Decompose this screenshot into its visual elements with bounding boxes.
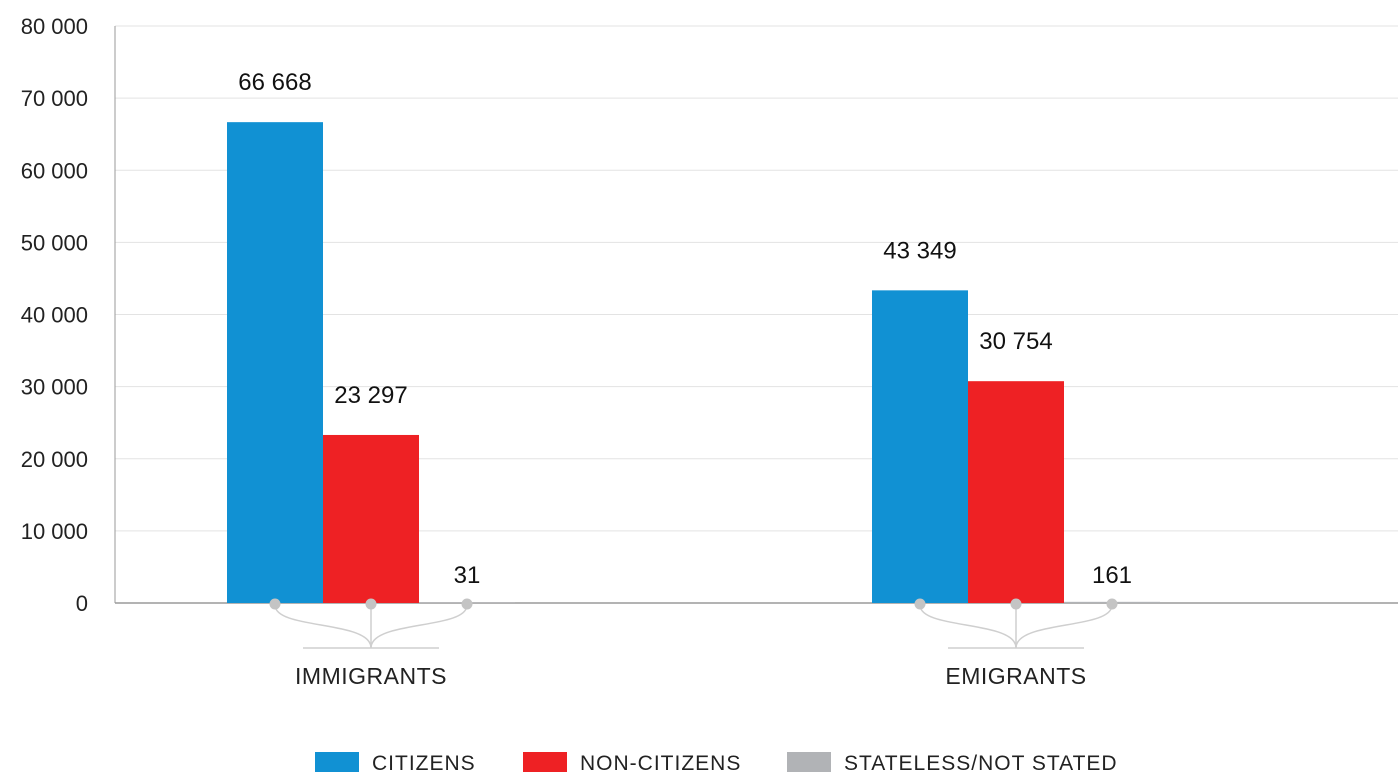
bar-emigrants-1 bbox=[968, 381, 1064, 603]
y-tick-label: 70 000 bbox=[21, 86, 88, 111]
brace-right bbox=[1015, 604, 1113, 649]
data-label: 66 668 bbox=[238, 69, 311, 96]
legend-swatch bbox=[523, 752, 567, 772]
category-label: IMMIGRANTS bbox=[295, 663, 447, 689]
category-label: EMIGRANTS bbox=[945, 663, 1086, 689]
y-tick-label: 0 bbox=[76, 591, 88, 616]
category-connectors bbox=[269, 598, 1118, 649]
bar-immigrants-1 bbox=[323, 434, 419, 603]
y-tick-label: 60 000 bbox=[21, 158, 88, 183]
data-labels: 66 668 23 297 31 IMMIGRANTS 43 349 30 754 161 E… bbox=[238, 69, 1132, 689]
category-dot bbox=[1010, 598, 1022, 610]
legend-swatch bbox=[315, 752, 359, 772]
category-dot bbox=[914, 598, 926, 610]
data-label: 31 bbox=[454, 562, 481, 589]
y-tick-label: 50 000 bbox=[21, 230, 88, 255]
legend-label: CITIZENS bbox=[372, 752, 476, 773]
bar-emigrants-0 bbox=[872, 290, 968, 603]
category-dot bbox=[365, 598, 377, 610]
axes: 0 10 000 20 000 30 000 40 000 50 000 60 000 70 … bbox=[21, 14, 1398, 616]
legend: CITIZENS NON-CITIZENS STATELESS/NOT STATED bbox=[315, 752, 1118, 773]
data-label: 161 bbox=[1092, 562, 1132, 589]
legend-label: NON-CITIZENS bbox=[580, 752, 741, 773]
category-dot bbox=[1106, 598, 1118, 610]
y-tick-label: 10 000 bbox=[21, 519, 88, 544]
bars bbox=[227, 122, 1160, 604]
category-dot bbox=[461, 598, 473, 610]
bar-immigrants-0 bbox=[227, 122, 323, 604]
y-tick-label: 20 000 bbox=[21, 447, 88, 472]
data-label: 43 349 bbox=[883, 237, 956, 264]
legend-swatch bbox=[787, 752, 831, 772]
data-label: 30 754 bbox=[979, 328, 1052, 355]
brace-right bbox=[370, 604, 468, 649]
y-tick-label: 80 000 bbox=[21, 14, 88, 39]
brace-left bbox=[274, 604, 372, 649]
y-tick-label: 30 000 bbox=[21, 375, 88, 400]
data-label: 23 297 bbox=[334, 382, 407, 409]
legend-label: STATELESS/NOT STATED bbox=[844, 752, 1118, 773]
brace-left bbox=[919, 604, 1017, 649]
category-dot bbox=[269, 598, 281, 610]
y-tick-label: 40 000 bbox=[21, 303, 88, 328]
